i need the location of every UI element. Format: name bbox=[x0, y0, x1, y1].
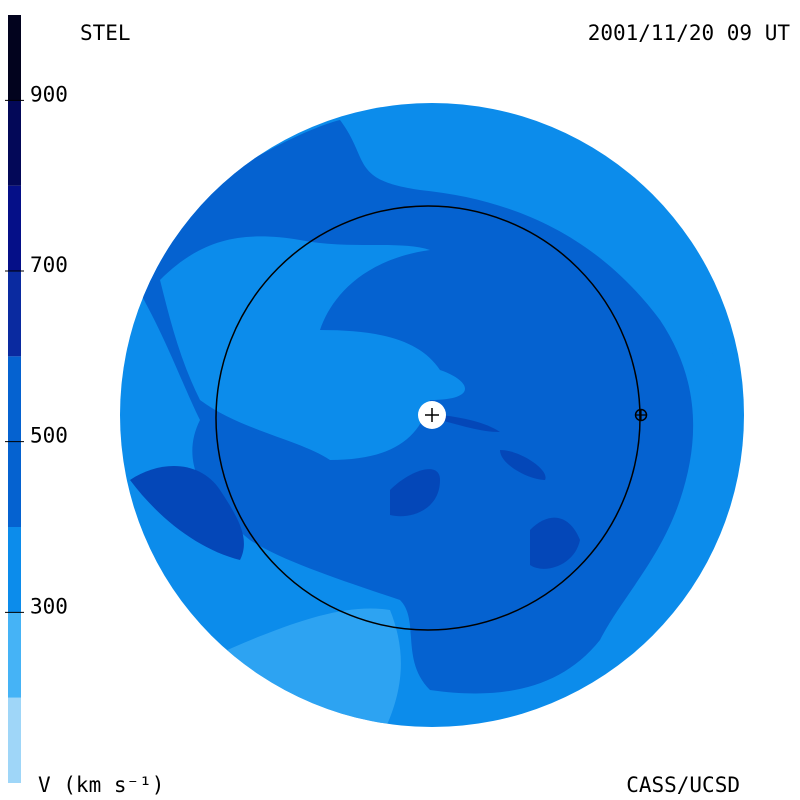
colorbar-tick-label: 700 bbox=[30, 253, 68, 277]
region bbox=[530, 517, 580, 569]
earth-cross bbox=[635, 409, 647, 421]
colorbar-band bbox=[8, 612, 21, 698]
colorbar-band bbox=[8, 697, 21, 783]
colorbar-tick-label: 900 bbox=[30, 82, 68, 106]
region bbox=[160, 236, 465, 460]
sun-cross bbox=[425, 408, 439, 422]
colorbar-tick-label: 300 bbox=[30, 594, 68, 618]
footer-right: CASS/UCSD bbox=[626, 773, 740, 797]
colorbar-band bbox=[8, 15, 21, 101]
colorbar-band bbox=[8, 185, 21, 271]
colorbar-band bbox=[8, 100, 21, 186]
velocity-map bbox=[120, 103, 744, 727]
region bbox=[440, 415, 500, 432]
colorbar-band bbox=[8, 527, 21, 613]
header-right: 2001/11/20 09 UT bbox=[588, 21, 791, 45]
region bbox=[390, 469, 440, 517]
colorbar-label: V (km s⁻¹) bbox=[38, 773, 164, 797]
colorbar-band bbox=[8, 271, 21, 357]
earth-orbit bbox=[215, 205, 641, 631]
region bbox=[685, 337, 722, 380]
region bbox=[130, 466, 244, 560]
region bbox=[500, 450, 546, 480]
header-left: STEL bbox=[80, 21, 131, 45]
colorbar-tick-label: 500 bbox=[30, 424, 68, 448]
